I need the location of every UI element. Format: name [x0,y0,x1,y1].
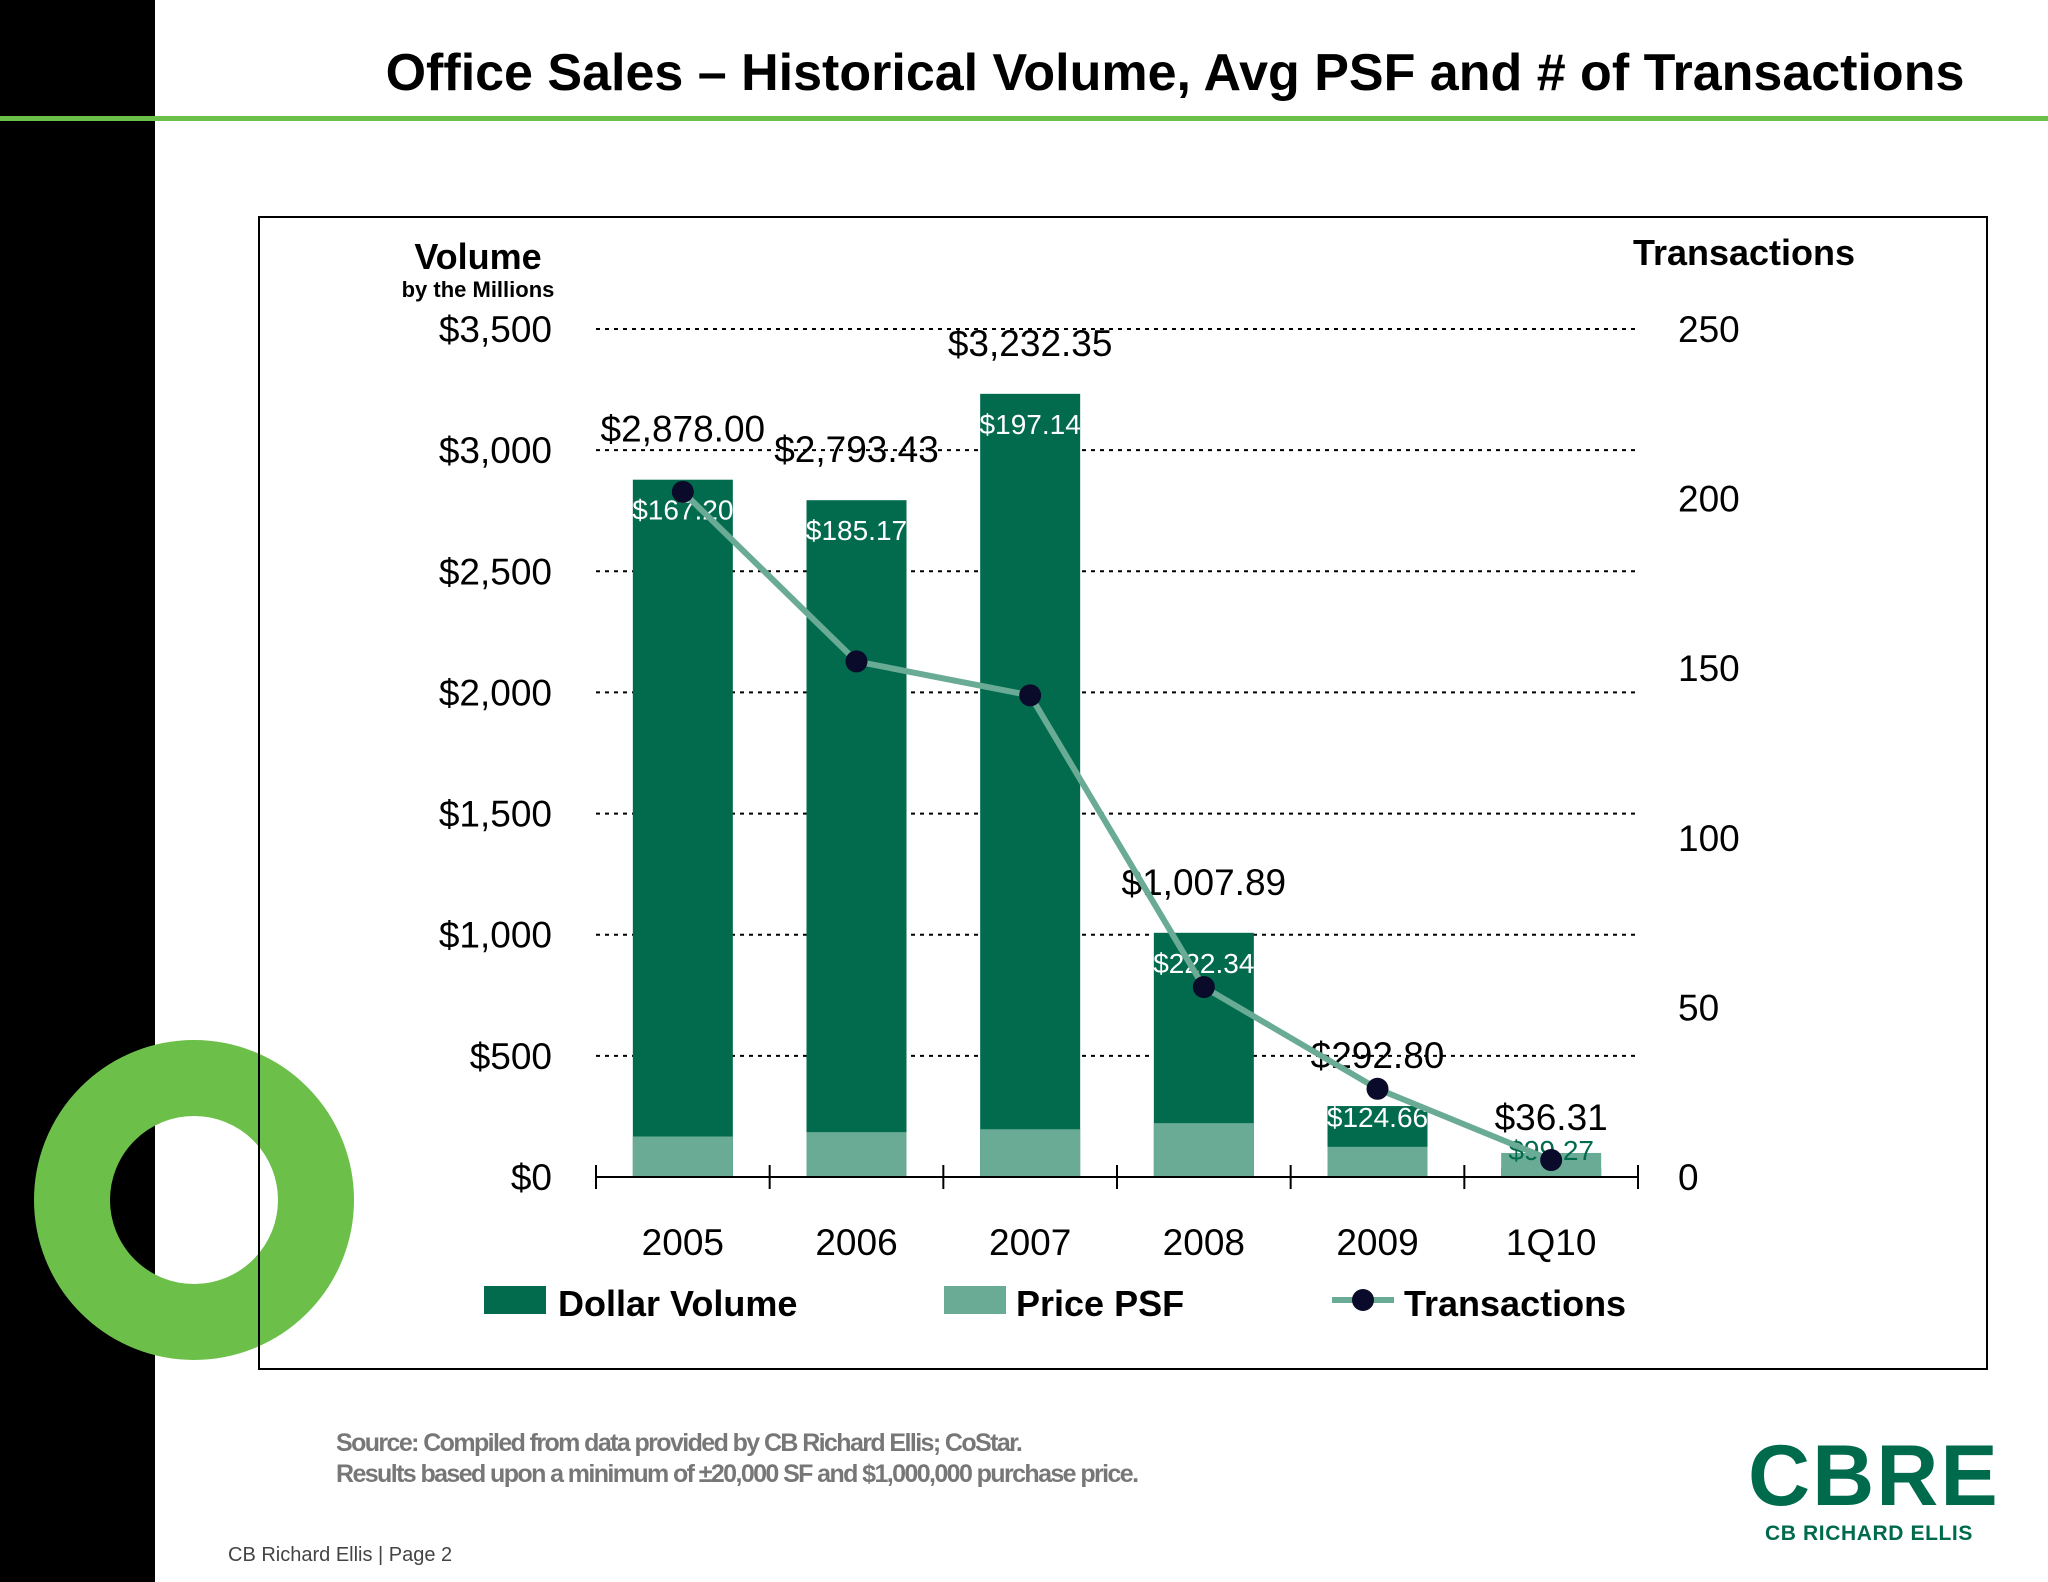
x-tick-label: 2006 [815,1222,897,1263]
chart-frame: Volume by the Millions Transactions $0 $500 $… [258,216,1988,1370]
y-axis-title: Volume [414,236,541,277]
y-tick-label: $500 [470,1036,552,1077]
x-tick-label: 2007 [989,1222,1071,1263]
source-note: Source: Compiled from data provided by C… [336,1428,1139,1490]
legend-swatch-price-psf [944,1286,1006,1314]
y2-tick-label: 50 [1678,987,1719,1028]
y-axis-subtitle: by the Millions [402,277,555,302]
page-title: Office Sales – Historical Volume, Avg PS… [385,44,1965,102]
price-psf-bar [1327,1146,1428,1177]
price-psf-label: $197.14 [980,409,1081,440]
logo-subtitle: CB RICHARD ELLIS [1765,1522,1973,1545]
dollar-volume-label: $3,232.35 [948,323,1113,364]
source-line-1: Source: Compiled from data provided by C… [336,1429,1023,1457]
dollar-volume-label: $36.31 [1495,1097,1608,1138]
x-tick-label: 2008 [1163,1222,1245,1263]
y-tick-label: $1,000 [439,915,552,956]
source-line-2: Results based upon a minimum of ±20,000 … [336,1460,1139,1488]
transactions-marker [1019,684,1042,707]
dollar-volume-bar [806,500,907,1178]
dollar-volume-bar [632,479,733,1177]
y-tick-label: $3,500 [439,309,552,350]
y2-tick-label: 250 [1678,309,1740,350]
price-psf-label: $222.34 [1153,948,1254,979]
transactions-marker [671,480,694,503]
transactions-line [680,489,1553,1163]
logo-mark: CBRE [1748,1428,2000,1524]
y2-axis-title: Transactions [1633,232,1855,273]
x-tick-label: 2005 [642,1222,724,1263]
y2-tick-label: 150 [1678,648,1740,689]
price-psf-bar [1153,1123,1254,1177]
y2-tick-label: 0 [1678,1157,1699,1198]
y-tick-label: $2,000 [439,672,552,713]
decorative-green-ring [34,1040,354,1360]
dollar-volume-label: $2,878.00 [601,409,766,450]
page-footer: CB Richard Ellis | Page 2 [228,1544,453,1566]
y-tick-label: $0 [511,1157,552,1198]
x-tick-label: 1Q10 [1506,1222,1597,1263]
dollar-volume-label: $2,793.43 [774,429,939,470]
transactions-marker [1366,1077,1389,1100]
y-tick-label: $3,000 [439,430,552,471]
legend-label-transactions: Transactions [1404,1283,1626,1324]
price-psf-label: $185.17 [806,515,907,546]
dollar-volume-bar [980,393,1081,1177]
legend-label-dollar-volume: Dollar Volume [558,1283,797,1324]
legend-swatch-transactions-marker [1352,1289,1374,1311]
title-divider [0,116,2048,121]
cbre-logo: CBRE CB RICHARD ELLIS [1748,1428,2000,1546]
transactions-marker [845,650,868,673]
legend-label-price-psf: Price PSF [1016,1283,1184,1324]
price-psf-bar [980,1129,1081,1177]
transactions-marker [1540,1149,1563,1172]
y-tick-label: $2,500 [439,551,552,592]
y2-tick-label: 200 [1678,479,1740,520]
legend-swatch-dollar-volume [484,1286,546,1314]
price-psf-label: $124.66 [1327,1102,1428,1133]
transactions-marker [1192,976,1215,999]
dollar-volume-label: $292.80 [1311,1035,1445,1076]
y-tick-label: $1,500 [439,794,552,835]
price-psf-bar [632,1136,733,1177]
price-psf-bar [806,1132,907,1177]
y2-tick-label: 100 [1678,818,1740,859]
dollar-volume-label: $1,007.89 [1122,862,1287,903]
x-tick-label: 2009 [1336,1222,1418,1263]
